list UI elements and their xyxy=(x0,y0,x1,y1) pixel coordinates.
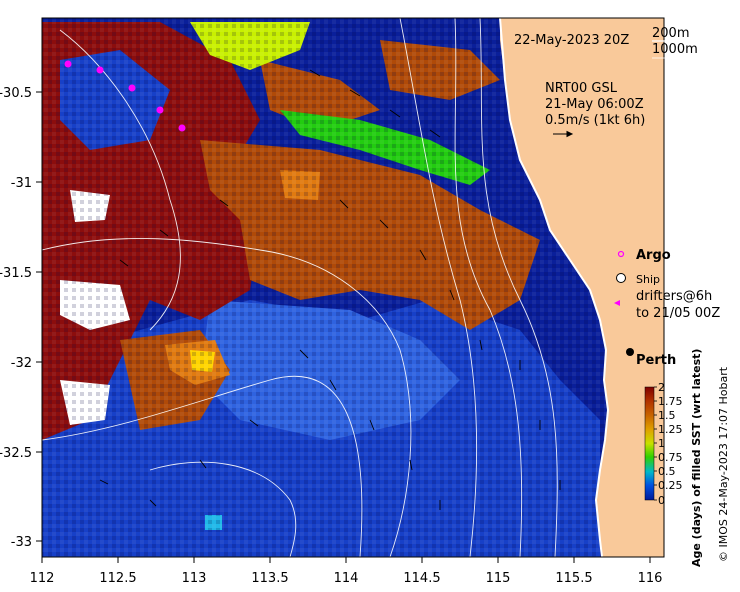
colorbar-tick-0-75: 0.75 xyxy=(658,451,683,464)
drifters-legend-line2: to 21/05 00Z xyxy=(636,306,720,321)
map-plot-area xyxy=(42,18,664,557)
x-tick-116: 116 xyxy=(638,571,663,586)
colorbar-tick-1: 1 xyxy=(658,437,665,450)
argo-float[interactable] xyxy=(128,84,136,92)
land-western-australia xyxy=(500,18,664,557)
perth-marker[interactable] xyxy=(626,348,634,356)
colorbar-tick-1-25: 1.25 xyxy=(658,423,683,436)
current-scale-arrow xyxy=(553,130,574,138)
y-tick-minus-32: -32 xyxy=(11,356,32,371)
y-tick-minus-31: -31 xyxy=(11,176,32,191)
x-tick-115-5: 115.5 xyxy=(555,571,592,586)
current-vectors xyxy=(99,69,561,510)
x-tick-113: 113 xyxy=(182,571,207,586)
plot-frame xyxy=(41,17,665,558)
argo-float[interactable] xyxy=(178,124,186,132)
contour-1000m-label: 1000m xyxy=(652,42,698,57)
ship-legend-marker xyxy=(616,273,626,283)
x-tick-114: 114 xyxy=(334,571,359,586)
colorbar: 2 1.75 1.5 1.25 1 0.75 0.5 0.25 0 xyxy=(644,381,683,507)
current-source-label: NRT00 GSL xyxy=(545,81,618,96)
drifters-legend-line1: drifters@6h xyxy=(636,289,712,304)
argo-float[interactable] xyxy=(64,60,72,68)
colorbar-tick-0-5: 0.5 xyxy=(658,465,676,478)
contour-200m-label: 200m xyxy=(652,26,689,41)
x-tick-112-5: 112.5 xyxy=(99,571,136,586)
argo-floats xyxy=(64,60,186,132)
colorbar-tick-0-25: 0.25 xyxy=(658,479,683,492)
argo-legend-marker xyxy=(617,250,625,258)
colorbar-tick-2: 2 xyxy=(658,381,665,394)
current-scale-label: 0.5m/s (1kt 6h) xyxy=(545,113,645,128)
argo-legend-label: Argo xyxy=(636,248,671,263)
y-tick-minus-33: -33 xyxy=(11,535,32,550)
perth-label: Perth xyxy=(636,353,676,368)
map-date-label: 22-May-2023 20Z xyxy=(514,33,629,48)
y-tick-minus-31-5: -31.5 xyxy=(0,266,32,281)
x-tick-114-5: 114.5 xyxy=(403,571,440,586)
current-time-label: 21-May 06:00Z xyxy=(545,97,644,112)
depth-contours xyxy=(42,18,558,557)
x-tick-112: 112 xyxy=(30,571,55,586)
x-axis: 112 112.5 113 113.5 114 114.5 115 115.5 … xyxy=(30,557,663,586)
x-tick-115: 115 xyxy=(486,571,511,586)
colorbar-title: Age (days) of filled SST (wrt latest) xyxy=(690,349,703,567)
colorbar-tick-1-75: 1.75 xyxy=(658,395,683,408)
y-tick-minus-30-5: -30.5 xyxy=(0,86,32,101)
argo-float[interactable] xyxy=(96,66,104,74)
y-tick-minus-32-5: -32.5 xyxy=(0,446,32,461)
imos-credit: © IMOS 24-May-2023 17:07 Hobart xyxy=(717,366,730,562)
drifter-legend-marker xyxy=(614,300,620,306)
x-tick-113-5: 113.5 xyxy=(251,571,288,586)
coastline xyxy=(499,18,610,557)
sst-age-field xyxy=(42,18,664,557)
y-axis: -30.5 -31 -31.5 -32 -32.5 -33 xyxy=(0,86,42,550)
colorbar-tick-1-5: 1.5 xyxy=(658,409,676,422)
argo-float[interactable] xyxy=(156,106,164,114)
colorbar-gradient xyxy=(644,386,655,501)
colorbar-tick-0: 0 xyxy=(658,494,665,507)
map-legend: Argo Ship drifters@6h to 21/05 00Z xyxy=(614,248,720,321)
ship-legend-label: Ship xyxy=(636,273,660,286)
